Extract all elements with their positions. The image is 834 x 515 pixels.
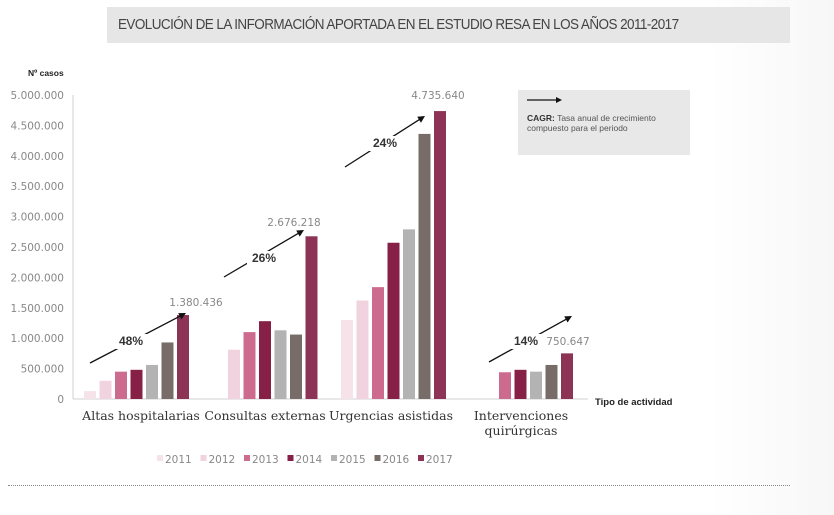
bar-2013 [115, 371, 127, 399]
arrow-right-icon [527, 97, 562, 103]
y-tick-label: 1.000.000 [11, 333, 64, 345]
bar-2014 [130, 369, 143, 399]
cagr-label: 24% [373, 136, 397, 150]
legend-swatch-2013 [244, 455, 250, 461]
y-tick-label: 5.000.000 [11, 90, 64, 102]
cagr-term: CAGR: [527, 113, 555, 123]
cagr-description: Tasa anual de crecimiento compuesto para… [527, 113, 656, 133]
cagr-legend-text: CAGR: Tasa anual de crecimiento compuest… [527, 113, 687, 133]
bar-2011 [341, 319, 353, 399]
bar-2017 [177, 315, 189, 399]
bar-2011 [84, 391, 96, 399]
legend-label: 2017 [426, 454, 453, 466]
category-label: Consultas externas [204, 408, 325, 423]
cagr-label-bg [509, 334, 543, 349]
bar-2014 [259, 321, 271, 399]
cagr-label-bg [247, 251, 281, 266]
x-axis-title: Tipo de actividad [595, 397, 673, 408]
bar-2016 [545, 364, 558, 399]
legend-swatch-2014 [287, 455, 294, 461]
bar-2014 [514, 369, 527, 399]
cagr-label-bg [114, 334, 148, 349]
cagr-label: 14% [514, 334, 538, 348]
bar-2017 [305, 236, 318, 399]
legend-label: 2014 [296, 454, 323, 466]
value-label: 4.735.640 [411, 90, 464, 102]
y-tick-label: 500.000 [21, 364, 64, 376]
bar-2015 [274, 330, 287, 399]
y-tick-label: 4.000.000 [11, 151, 64, 163]
chart-title: EVOLUCIÓN DE LA INFORMACIÓN APORTADA EN … [118, 17, 679, 33]
cagr-arrow-head [178, 313, 186, 320]
footer-divider [8, 485, 790, 486]
bar-2015 [530, 371, 542, 399]
cagr-label: 26% [252, 251, 276, 265]
legend-swatch-2017 [418, 455, 424, 461]
y-tick-label: 3.500.000 [11, 181, 64, 193]
bar-2013 [499, 372, 511, 399]
bar-2013 [243, 332, 256, 399]
legend-label: 2016 [383, 454, 410, 466]
cagr-legend-box: CAGR: Tasa anual de crecimiento compuest… [518, 90, 690, 155]
y-axis-title: Nº casos [28, 68, 64, 78]
value-label: 2.676.218 [267, 217, 320, 229]
bar-2013 [372, 287, 384, 399]
legend-swatch-2016 [374, 455, 381, 461]
bar-2016 [290, 334, 302, 399]
bar-2015 [146, 364, 158, 399]
bar-2015 [403, 229, 415, 399]
y-tick-label: 1.500.000 [11, 303, 64, 315]
value-label: 1.380.436 [169, 297, 223, 309]
cagr-arrow-head [564, 316, 572, 323]
y-tick-label: 0 [57, 394, 64, 406]
bar-2012 [99, 380, 112, 399]
cagr-arrow-head [296, 230, 304, 237]
bar-2012 [228, 349, 240, 399]
category-label: Altas hospitalarias [81, 408, 200, 423]
bar-2016 [418, 133, 431, 400]
y-tick-label: 3.000.000 [11, 212, 64, 224]
bar-2017 [561, 353, 573, 399]
cagr-arrow-head [417, 116, 425, 123]
legend-label: 2011 [165, 454, 192, 466]
bar-2014 [387, 242, 400, 399]
legend-label: 2013 [252, 454, 279, 466]
bar-2012 [356, 300, 369, 399]
category-label: quirúrgicas [485, 423, 558, 438]
bar-2016 [161, 342, 174, 399]
cagr-label-bg [368, 136, 402, 151]
legend-swatch-2011 [157, 455, 163, 461]
legend-swatch-2015 [331, 455, 337, 461]
chart-title-bar: EVOLUCIÓN DE LA INFORMACIÓN APORTADA EN … [107, 7, 790, 43]
y-tick-label: 2.500.000 [11, 242, 64, 254]
value-label: 750.647 [546, 336, 589, 348]
y-tick-label: 4.500.000 [11, 120, 64, 132]
legend-label: 2015 [339, 454, 366, 466]
y-tick-label: 2.000.000 [11, 272, 64, 284]
category-label: Urgencias asistidas [329, 408, 453, 423]
bar-2017 [434, 111, 446, 399]
cagr-label: 48% [119, 334, 143, 348]
legend-swatch-2012 [200, 455, 207, 461]
legend-label: 2012 [209, 454, 236, 466]
category-label: Intervenciones [474, 408, 568, 423]
